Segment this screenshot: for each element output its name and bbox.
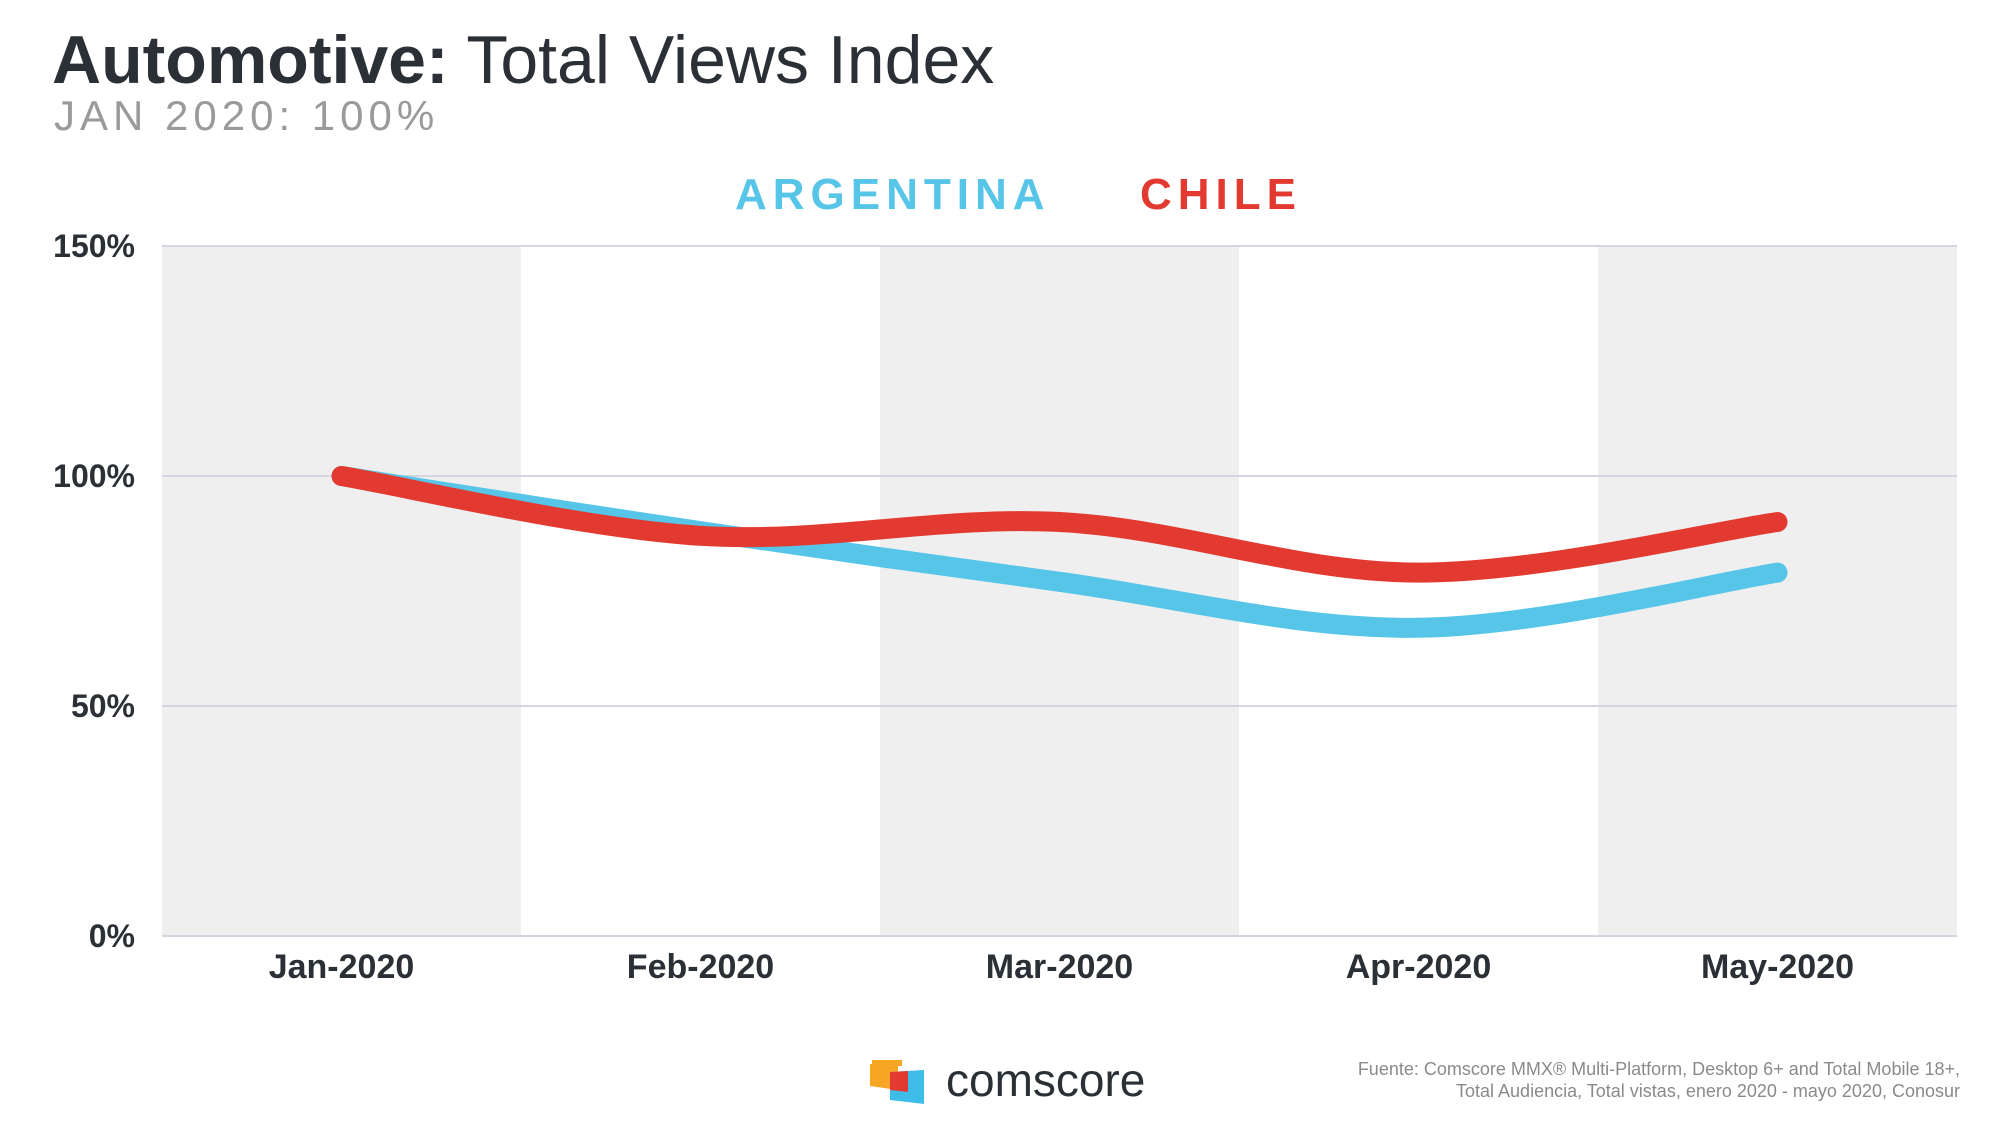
chart-title: Automotive: Total Views Index (52, 18, 994, 102)
legend-argentina: ARGENTINA (735, 170, 1051, 219)
chart-subtitle: JAN 2020: 100% (54, 92, 440, 139)
source-note: Fuente: Comscore MMX® Multi-Platform, De… (1358, 1058, 1960, 1102)
y-tick-label: 100% (53, 458, 135, 494)
x-tick-label: Mar-2020 (986, 948, 1133, 986)
x-tick-label: May-2020 (1701, 948, 1854, 986)
title-bold: Automotive: (52, 22, 449, 98)
x-tick-label: Jan-2020 (269, 948, 415, 986)
y-tick-label: 150% (53, 228, 135, 264)
source-line-2: Total Audiencia, Total vistas, enero 202… (1456, 1081, 1960, 1101)
x-tick-label: Apr-2020 (1346, 948, 1492, 986)
plot-band (162, 246, 521, 936)
comscore-logo-icon (870, 1060, 924, 1104)
y-tick-label: 0% (89, 918, 135, 954)
x-tick-label: Feb-2020 (627, 948, 774, 986)
brand-name: comscore (946, 1054, 1146, 1106)
y-tick-label: 50% (71, 688, 135, 724)
source-line-1: Fuente: Comscore MMX® Multi-Platform, De… (1357, 1059, 1960, 1079)
title-rest: Total Views Index (466, 22, 995, 98)
series-line-chile (331, 466, 1788, 583)
legend-chile: CHILE (1140, 170, 1302, 219)
